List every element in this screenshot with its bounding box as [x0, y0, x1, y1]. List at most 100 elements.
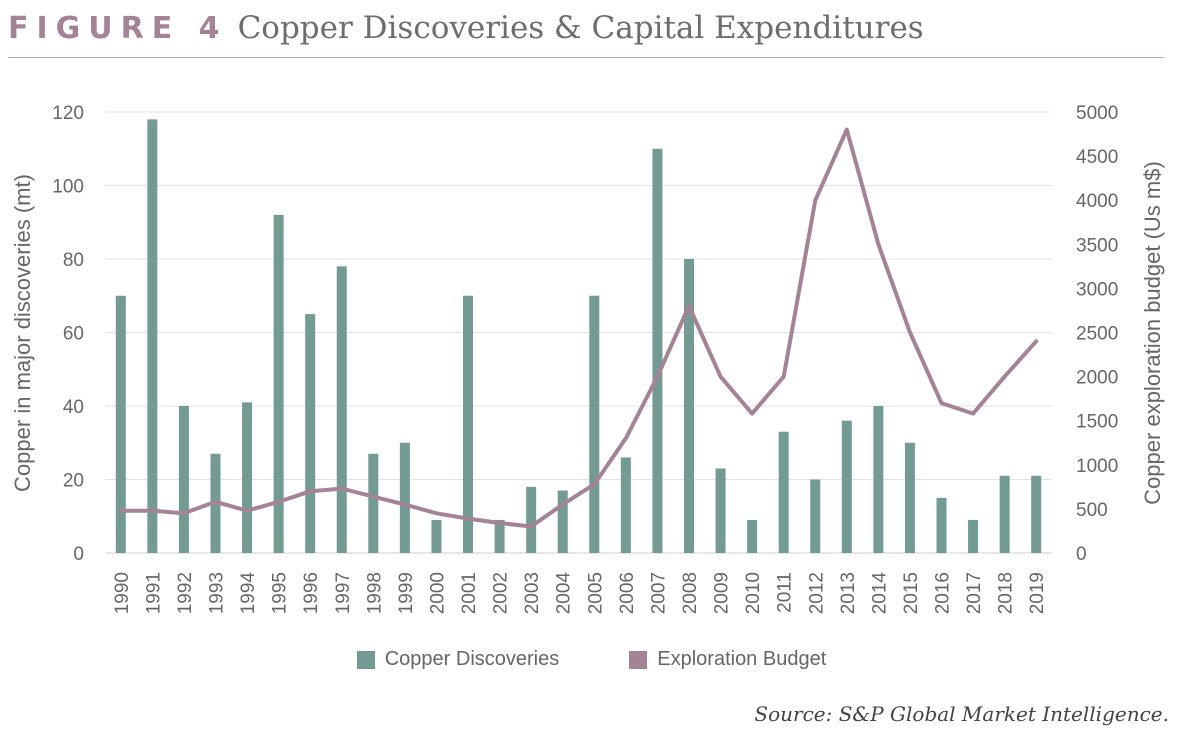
y-axis-title: Copper in major discoveries (mt) — [10, 174, 35, 492]
bar-series-copper-discoveries — [115, 119, 1042, 553]
y-tick-label: 80 — [63, 250, 84, 271]
bar — [463, 295, 474, 553]
x-axis-ticks: 1990 1991 1992 1993 1994 1995 1996 1997 1998 1999… — [112, 572, 1048, 615]
x-tick-label: 2005 — [585, 572, 606, 614]
y2-axis-title: Copper exploration budget (Us m$) — [1140, 161, 1165, 505]
line-point — [467, 518, 469, 520]
line-point — [278, 501, 280, 503]
figure-title: Copper Discoveries & Capital Expenditure… — [237, 10, 924, 46]
y-tick-label: 120 — [52, 103, 84, 124]
line-point — [1035, 340, 1037, 342]
line-point — [688, 305, 690, 307]
x-tick-label: 2001 — [459, 572, 480, 614]
line-point — [499, 522, 501, 524]
x-tick-label: 1991 — [143, 572, 164, 614]
bar — [904, 442, 915, 553]
x-tick-label: 1997 — [333, 572, 354, 614]
y2-tick-label: 2500 — [1076, 324, 1118, 345]
bar — [494, 519, 505, 553]
bar — [873, 406, 884, 553]
gridlines — [105, 111, 1052, 554]
bar — [968, 519, 979, 553]
x-tick-label: 2010 — [743, 572, 764, 614]
y2-tick-label: 4000 — [1076, 191, 1118, 212]
line-point — [1004, 376, 1006, 378]
line-point — [751, 413, 753, 415]
bar — [399, 442, 410, 553]
y-tick-label: 40 — [63, 397, 84, 418]
x-tick-label: 2011 — [775, 572, 796, 613]
y-tick-label: 60 — [63, 324, 84, 345]
bar — [715, 468, 726, 553]
x-tick-label: 2002 — [491, 572, 512, 614]
bar — [273, 214, 284, 553]
legend-swatch-discoveries — [356, 650, 375, 669]
bar — [336, 266, 347, 553]
bar — [810, 479, 821, 553]
bar — [147, 119, 158, 553]
bar — [178, 406, 189, 553]
bar — [557, 490, 568, 553]
x-tick-label: 1996 — [301, 572, 322, 614]
line-point — [656, 376, 658, 378]
bar — [526, 486, 537, 553]
bar — [936, 497, 947, 553]
chart-legend: Copper Discoveries Exploration Budget — [0, 648, 1183, 671]
y2-tick-label: 3000 — [1076, 279, 1118, 300]
bar — [778, 431, 789, 553]
line-point — [814, 199, 816, 201]
y-tick-label: 20 — [63, 471, 84, 492]
legend-label-budget: Exploration Budget — [657, 648, 827, 670]
x-tick-label: 2012 — [806, 572, 827, 614]
x-tick-label: 2003 — [522, 572, 543, 614]
bar — [620, 457, 631, 553]
bar — [305, 314, 316, 553]
bar — [652, 148, 663, 553]
source-note: Source: S&P Global Market Intelligence. — [754, 702, 1169, 726]
bar — [1031, 475, 1042, 553]
x-tick-label: 2009 — [712, 572, 733, 614]
x-tick-label: 1990 — [112, 572, 133, 614]
right-axis-ticks: 0 500 1000 1500 2000 2500 3000 3500 4000 4500 5000 — [1076, 103, 1118, 565]
x-tick-label: 1994 — [238, 572, 259, 615]
bar — [431, 519, 442, 553]
line-point — [877, 243, 879, 245]
header-divider — [8, 57, 1164, 58]
line-point — [593, 483, 595, 485]
x-tick-label: 2008 — [680, 572, 701, 614]
line-point — [783, 376, 785, 378]
x-tick-label: 1998 — [364, 572, 385, 614]
y2-tick-label: 5000 — [1076, 103, 1118, 124]
line-point — [120, 510, 122, 512]
figure-label: FIGURE 4 — [8, 10, 228, 46]
x-tick-label: 2013 — [838, 572, 859, 614]
line-series-exploration-budget — [118, 127, 1039, 529]
y2-tick-label: 1500 — [1076, 412, 1118, 433]
x-tick-label: 2016 — [933, 572, 954, 614]
line-point — [435, 512, 437, 514]
x-tick-label: 2014 — [869, 572, 890, 615]
line-point — [909, 332, 911, 333]
line-point — [720, 376, 722, 378]
bar — [368, 453, 379, 553]
bar — [683, 259, 694, 553]
x-tick-label: 2018 — [996, 572, 1017, 614]
y2-tick-label: 500 — [1076, 500, 1108, 521]
line-point — [151, 510, 153, 512]
legend-item-budget: Exploration Budget — [629, 648, 826, 671]
line-point — [246, 510, 248, 512]
bar — [841, 420, 852, 553]
x-tick-label: 2007 — [648, 572, 669, 614]
left-axis-ticks: 0 20 40 60 80 100 120 — [52, 103, 84, 565]
line-point — [404, 503, 406, 505]
x-tick-label: 2000 — [427, 572, 448, 614]
line-point — [625, 437, 627, 439]
y2-tick-label: 0 — [1076, 544, 1087, 565]
line-point — [941, 402, 943, 404]
x-tick-label: 2017 — [964, 572, 985, 614]
x-tick-label: 1992 — [175, 572, 196, 614]
x-tick-label: 2019 — [1027, 572, 1048, 614]
line-point — [214, 501, 216, 503]
legend-item-discoveries: Copper Discoveries — [356, 648, 559, 671]
